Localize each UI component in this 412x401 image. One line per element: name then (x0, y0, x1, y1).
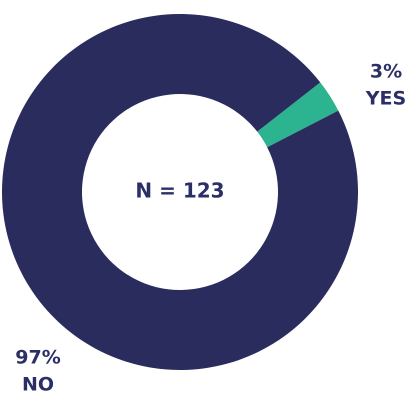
slice (2, 13, 358, 370)
center-label: N = 123 (135, 179, 224, 203)
slice (257, 82, 339, 148)
category-label: YES (365, 88, 406, 110)
category-label: NO (22, 374, 54, 396)
value-label: 3% (370, 61, 402, 83)
value-label: 97% (15, 347, 60, 369)
